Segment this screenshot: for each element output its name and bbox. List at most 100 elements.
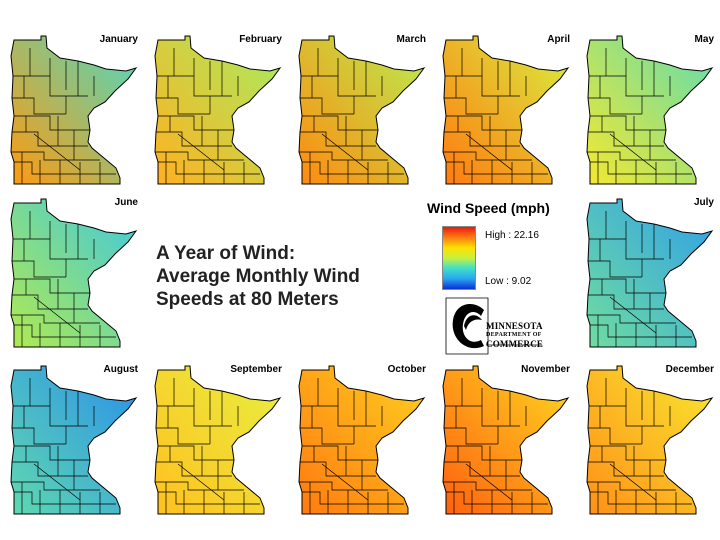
county-boundary xyxy=(158,115,234,131)
map-panel-january: January xyxy=(4,34,144,194)
county-boundary xyxy=(446,161,548,175)
county-boundary xyxy=(444,427,498,445)
minnesota-map xyxy=(154,35,282,185)
county-boundary xyxy=(321,463,369,501)
map-panel-august: August xyxy=(4,364,144,524)
county-boundary xyxy=(444,461,520,477)
county-boundary xyxy=(11,151,100,161)
county-boundary xyxy=(302,115,378,131)
county-boundary xyxy=(590,491,692,505)
title-line-2: Average Monthly Wind xyxy=(156,266,360,287)
month-label: September xyxy=(230,364,282,375)
county-boundary xyxy=(12,294,88,310)
map-panel-april: April xyxy=(436,34,576,194)
county-boundary xyxy=(446,115,522,131)
county-boundary xyxy=(299,151,388,161)
county-boundary xyxy=(158,445,234,461)
county-boundary xyxy=(590,324,692,338)
county-boundary xyxy=(156,427,210,445)
map-panel-december: December xyxy=(580,364,720,524)
map-panel-may: May xyxy=(580,34,720,194)
minnesota-map xyxy=(154,365,282,515)
state-outline xyxy=(154,365,282,515)
minnesota-map xyxy=(442,35,570,185)
county-boundary xyxy=(590,161,692,175)
county-boundary xyxy=(443,481,532,491)
minnesota-map xyxy=(10,198,138,348)
county-boundary xyxy=(446,491,548,505)
state-outline xyxy=(10,35,138,185)
legend-low-label: Low : 9.02 xyxy=(485,276,532,287)
legend-high-label: High : 22.16 xyxy=(485,230,539,241)
county-boundary xyxy=(589,75,664,97)
title-line-3: Speeds at 80 Meters xyxy=(156,289,339,310)
county-boundary xyxy=(299,481,388,491)
minnesota-map xyxy=(442,365,570,515)
county-boundary xyxy=(588,97,642,115)
county-boundary xyxy=(156,97,210,115)
county-boundary xyxy=(587,314,676,324)
county-boundary xyxy=(157,405,232,427)
map-panel-november: November xyxy=(436,364,576,524)
county-boundary xyxy=(302,161,404,175)
county-boundary xyxy=(14,491,116,505)
county-boundary xyxy=(14,324,116,338)
county-boundary xyxy=(33,463,81,501)
logo-wordmark: MINNESOTA DEPARTMENT OF COMMERCE xyxy=(486,322,543,349)
county-boundary xyxy=(587,481,676,491)
county-boundary xyxy=(156,461,232,477)
map-panel-september: September xyxy=(148,364,288,524)
county-boundary xyxy=(589,238,664,260)
county-boundary xyxy=(12,260,66,278)
state-outline xyxy=(10,198,138,348)
county-boundary xyxy=(444,97,498,115)
state-outline xyxy=(298,35,426,185)
county-boundary xyxy=(14,115,90,131)
map-panel-june: June xyxy=(4,197,144,357)
month-label: July xyxy=(693,197,714,208)
state-outline xyxy=(586,198,714,348)
state-outline xyxy=(442,35,570,185)
county-boundary xyxy=(590,445,666,461)
month-label: August xyxy=(103,364,138,375)
county-boundary xyxy=(14,161,116,175)
month-label: October xyxy=(387,364,426,375)
county-boundary xyxy=(158,491,260,505)
month-label: March xyxy=(396,34,426,45)
month-label: May xyxy=(694,34,714,45)
county-boundary xyxy=(158,161,260,175)
month-label: February xyxy=(239,34,282,45)
map-panel-october: October xyxy=(292,364,432,524)
county-boundary xyxy=(587,151,676,161)
county-boundary xyxy=(588,427,642,445)
county-boundary xyxy=(14,278,90,294)
county-boundary xyxy=(177,133,225,171)
county-boundary xyxy=(13,405,88,427)
title-line-1: A Year of Wind: xyxy=(156,243,296,264)
minnesota-map xyxy=(586,35,714,185)
county-boundary xyxy=(588,131,664,147)
county-boundary xyxy=(13,238,88,260)
month-label: December xyxy=(665,364,714,375)
county-boundary xyxy=(155,481,244,491)
state-outline xyxy=(298,365,426,515)
county-boundary xyxy=(301,75,376,97)
page-title: A Year of Wind: Average Monthly Wind Spe… xyxy=(156,242,426,311)
logo-line-1: MINNESOTA xyxy=(486,321,543,331)
county-boundary xyxy=(11,314,100,324)
county-boundary xyxy=(13,75,88,97)
state-outline xyxy=(442,365,570,515)
commerce-logo: MINNESOTA DEPARTMENT OF COMMERCE xyxy=(444,296,544,358)
county-boundary xyxy=(590,115,666,131)
county-boundary xyxy=(609,463,657,501)
minnesota-map xyxy=(10,35,138,185)
county-boundary xyxy=(12,461,88,477)
state-outline xyxy=(586,365,714,515)
county-boundary xyxy=(300,427,354,445)
county-boundary xyxy=(300,97,354,115)
commerce-c-mark-icon xyxy=(445,297,542,355)
county-boundary xyxy=(302,445,378,461)
county-boundary xyxy=(588,461,664,477)
month-label: April xyxy=(547,34,570,45)
county-boundary xyxy=(609,296,657,334)
